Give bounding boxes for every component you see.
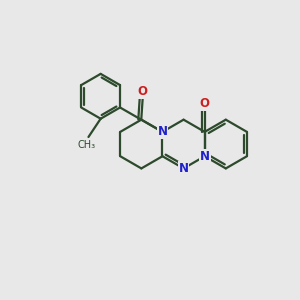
Text: CH₃: CH₃ xyxy=(78,140,96,150)
Text: O: O xyxy=(138,85,148,98)
Text: N: N xyxy=(158,125,167,138)
Text: O: O xyxy=(200,97,210,110)
Text: N: N xyxy=(178,162,189,175)
Text: N: N xyxy=(200,150,210,163)
